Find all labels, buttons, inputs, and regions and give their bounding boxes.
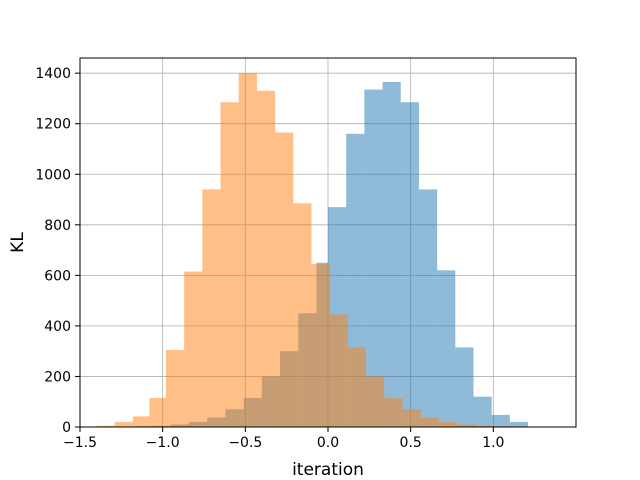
- x-tick-label: −0.5: [228, 435, 262, 451]
- histogram-bar-series-1: [400, 102, 419, 427]
- y-tick-label: 1000: [35, 167, 71, 183]
- histogram-bar-series-1: [455, 347, 474, 427]
- y-tick-label: 600: [44, 268, 71, 284]
- y-axis-label: KL: [8, 232, 28, 253]
- histogram-bar-series-2: [202, 189, 221, 427]
- histogram-bar-series-1: [418, 189, 438, 427]
- histogram-bar-series-2: [456, 424, 476, 427]
- histogram-bar-series-2: [475, 425, 494, 427]
- histogram-bar-series-2: [329, 314, 348, 427]
- histogram-bar-series-2: [347, 347, 367, 427]
- histogram-bar-series-2: [366, 376, 385, 427]
- histogram-bar-series-2: [184, 271, 203, 427]
- histogram-bar-series-2: [165, 349, 185, 427]
- x-tick-label: 1.0: [482, 435, 504, 451]
- y-tick-label: 1200: [35, 117, 71, 133]
- x-tick-label: −1.0: [146, 435, 180, 451]
- histogram-bar-series-2: [132, 416, 150, 427]
- histogram-bar-series-1: [437, 270, 456, 427]
- histogram-bar-series-2: [402, 409, 421, 427]
- histogram-bar-series-2: [114, 421, 133, 427]
- y-tick-label: 400: [44, 319, 71, 335]
- histogram-bar-series-2: [311, 263, 330, 427]
- histogram-bar-series-2: [220, 102, 239, 427]
- histogram-bar-series-1: [509, 421, 529, 427]
- histogram-bar-series-2: [420, 417, 439, 427]
- histogram-bar-series-2: [238, 73, 257, 428]
- y-tick-label: 1400: [35, 66, 71, 82]
- ticks: −1.5 −1.0 −0.5 0.0 0.5 1.0 0 200 400 600 800 1000 12…: [35, 66, 504, 451]
- histogram-bar-series-1: [382, 82, 401, 427]
- histogram-bar-series-2: [384, 397, 403, 427]
- histogram-bar-series-1: [473, 396, 492, 427]
- histogram-bar-series-2: [149, 397, 166, 427]
- x-tick-label: 0.0: [317, 435, 339, 451]
- histogram-bar-series-1: [364, 89, 383, 427]
- histogram-bar-series-2: [275, 132, 294, 427]
- bars: [96, 73, 548, 428]
- y-tick-label: 0: [62, 420, 71, 436]
- x-tick-label: −1.5: [63, 435, 97, 451]
- histogram-bar-series-2: [96, 425, 115, 427]
- histogram-bar-series-2: [293, 203, 312, 427]
- histogram-bar-series-1: [491, 414, 510, 427]
- histogram-bar-series-2: [256, 90, 276, 427]
- y-tick-label: 200: [44, 369, 71, 385]
- x-tick-label: 0.5: [400, 435, 422, 451]
- y-tick-label: 800: [44, 218, 71, 234]
- histogram-bar-series-2: [438, 421, 457, 427]
- x-axis-label: iteration: [292, 460, 364, 480]
